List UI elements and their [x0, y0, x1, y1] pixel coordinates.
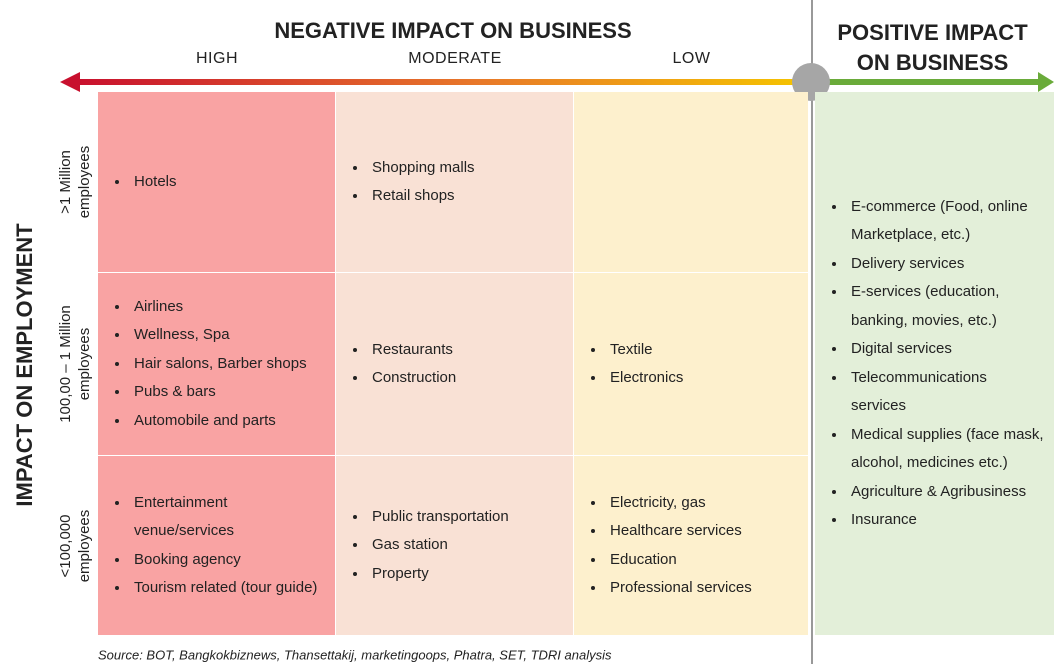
list-item: Pubs & bars [130, 378, 325, 407]
list-item: Insurance [847, 506, 1046, 535]
row-label: 100,00 – 1 Million employees [56, 274, 94, 454]
list-item: Retail shops [368, 182, 563, 211]
positive-title: POSITIVE IMPACT ON BUSINESS [815, 18, 1050, 78]
list-item: Entertainment venue/services [130, 489, 325, 546]
positive-cell: E-commerce (Food, online Marketplace, et… [815, 92, 1054, 635]
row-label-line: 100,00 – 1 Million [57, 305, 74, 423]
cell: Shopping mallsRetail shops [336, 92, 573, 272]
list-item: Professional services [606, 574, 798, 603]
row-label-line: employees [76, 327, 93, 401]
negative-arrowhead [60, 72, 80, 92]
list-item: E-services (education, banking, movies, … [847, 278, 1046, 335]
list-item: Wellness, Spa [130, 321, 325, 350]
row-label: >1 Million employees [56, 92, 94, 272]
source: Source: BOT, Bangkokbiznews, Thansettaki… [98, 647, 612, 663]
list-item: Automobile and parts [130, 407, 325, 436]
list-item: Hair salons, Barber shops [130, 350, 325, 379]
list-item: Gas station [368, 531, 563, 560]
list-item: Hotels [130, 168, 325, 197]
title: NEGATIVE IMPACT ON BUSINESS [274, 18, 632, 43]
cell: RestaurantsConstruction [336, 273, 573, 455]
negative-arrow [75, 79, 805, 85]
bullet-list: Public transportationGas stationProperty [346, 503, 563, 589]
list-item: Education [606, 546, 798, 575]
y-axis-title: IMPACT ON EMPLOYMENT [12, 223, 37, 507]
list-item: Medical supplies (face mask, alcohol, me… [847, 421, 1046, 478]
list-item: Telecommunications services [847, 364, 1046, 421]
list-item: Delivery services [847, 250, 1046, 279]
column-header: MODERATE [408, 50, 502, 67]
list-item: Electricity, gas [606, 489, 798, 518]
row-label-line: employees [76, 145, 93, 219]
bullet-list: Hotels [108, 168, 325, 197]
list-item: Shopping malls [368, 154, 563, 183]
bullet-list: Electricity, gasHealthcare servicesEduca… [584, 489, 798, 603]
cell: AirlinesWellness, SpaHair salons, Barber… [98, 273, 335, 455]
center-circle [792, 63, 830, 101]
column-header: HIGH [196, 50, 238, 67]
list-item: Textile [606, 336, 798, 365]
row-label-line: employees [76, 509, 93, 582]
positive-arrow [828, 79, 1040, 85]
list-item: E-commerce (Food, online Marketplace, et… [847, 193, 1046, 250]
list-item: Agriculture & Agribusiness [847, 478, 1046, 507]
bullet-list: E-commerce (Food, online Marketplace, et… [825, 193, 1046, 535]
positive-arrowhead [1038, 72, 1054, 92]
cell: Electricity, gasHealthcare servicesEduca… [574, 456, 808, 635]
cell [574, 92, 808, 272]
bullet-list: TextileElectronics [584, 336, 798, 393]
list-item: Construction [368, 364, 563, 393]
cell: Public transportationGas stationProperty [336, 456, 573, 635]
row-label-line: <100,000 [57, 514, 74, 577]
positive-title-line: POSITIVE IMPACT [837, 20, 1028, 45]
list-item: Booking agency [130, 546, 325, 575]
row-label: <100,000 employees [56, 456, 94, 636]
list-item: Airlines [130, 293, 325, 322]
cell: Entertainment venue/servicesBooking agen… [98, 456, 335, 635]
column-header: LOW [672, 50, 711, 67]
list-item: Digital services [847, 335, 1046, 364]
list-item: Restaurants [368, 336, 563, 365]
bullet-list: AirlinesWellness, SpaHair salons, Barber… [108, 293, 325, 436]
row-label-line: >1 Million [57, 150, 74, 214]
list-item: Property [368, 560, 563, 589]
cell: Hotels [98, 92, 335, 272]
list-item: Healthcare services [606, 517, 798, 546]
list-item: Electronics [606, 364, 798, 393]
list-item: Tourism related (tour guide) [130, 574, 325, 603]
positive-title-line: ON BUSINESS [856, 50, 1009, 75]
bullet-list: Entertainment venue/servicesBooking agen… [108, 489, 325, 603]
bullet-list: RestaurantsConstruction [346, 336, 563, 393]
cell: TextileElectronics [574, 273, 808, 455]
list-item: Public transportation [368, 503, 563, 532]
bullet-list: Shopping mallsRetail shops [346, 154, 563, 211]
